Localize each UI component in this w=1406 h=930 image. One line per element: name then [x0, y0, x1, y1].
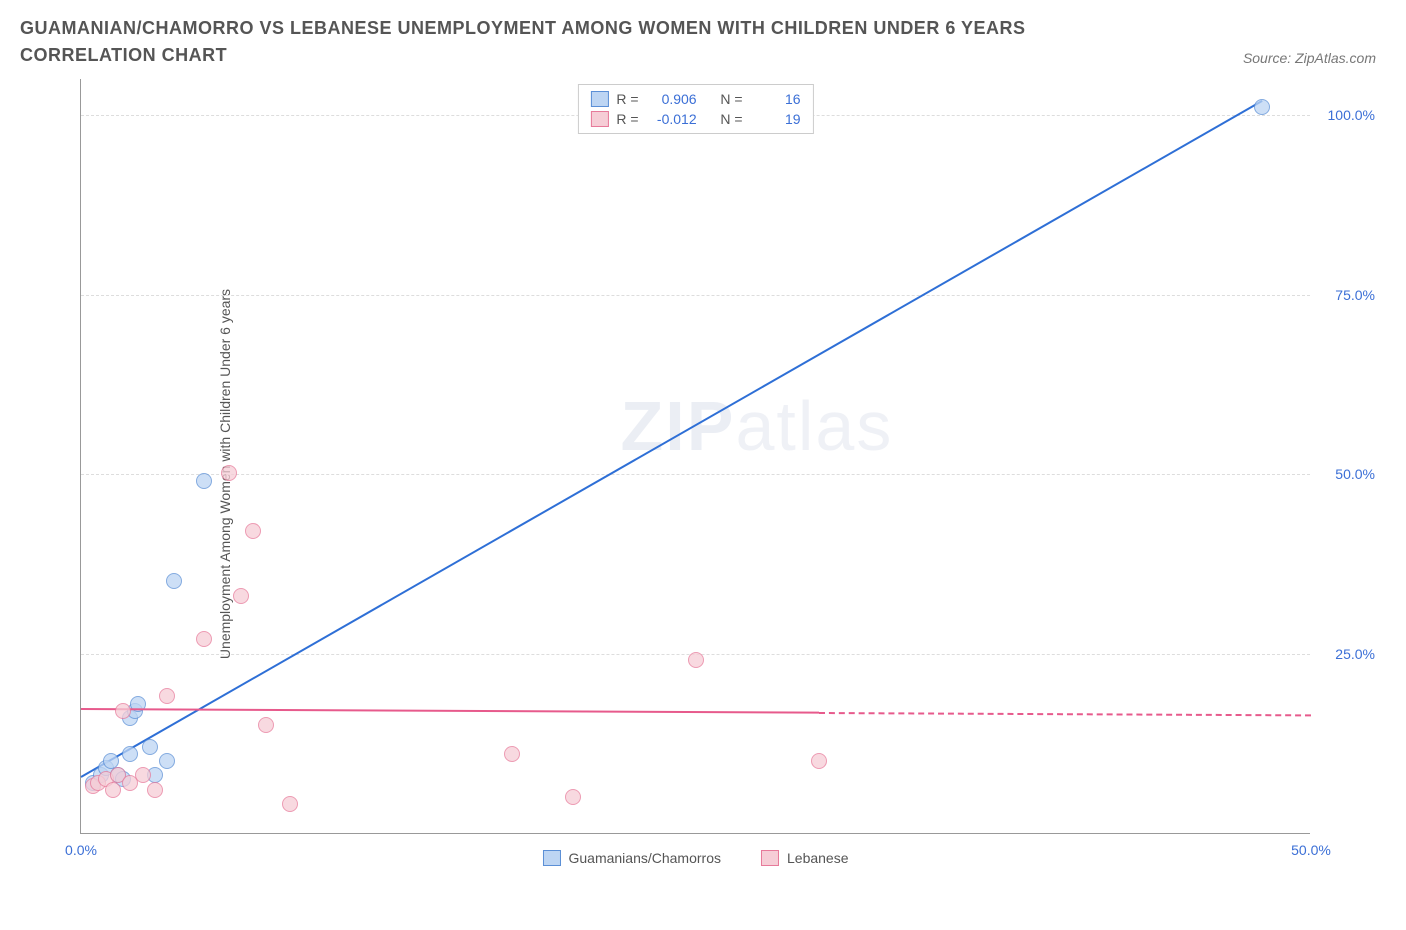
stat-r-label: R = — [616, 91, 638, 107]
data-point — [105, 782, 121, 798]
stat-n-value: 16 — [751, 91, 801, 107]
stats-row: R = -0.012 N = 19 — [590, 109, 800, 129]
data-point — [135, 767, 151, 783]
y-tick-label: 100.0% — [1328, 107, 1375, 123]
gridline — [81, 474, 1310, 475]
chart-title: GUAMANIAN/CHAMORRO VS LEBANESE UNEMPLOYM… — [20, 15, 1120, 69]
data-point — [282, 796, 298, 812]
legend-swatch — [590, 111, 608, 127]
data-point — [688, 652, 704, 668]
legend-swatch — [542, 850, 560, 866]
data-point — [142, 739, 158, 755]
watermark-bold: ZIP — [621, 387, 736, 465]
x-tick-label: 0.0% — [65, 842, 97, 858]
legend-item: Guamanians/Chamorros — [542, 850, 721, 866]
legend-label: Guamanians/Chamorros — [568, 850, 721, 866]
stat-r-value: 0.906 — [647, 91, 697, 107]
legend-swatch — [761, 850, 779, 866]
data-point — [159, 688, 175, 704]
data-point — [258, 717, 274, 733]
legend-label: Lebanese — [787, 850, 849, 866]
y-tick-label: 75.0% — [1335, 287, 1375, 303]
data-point — [565, 789, 581, 805]
stat-n-value: 19 — [751, 111, 801, 127]
plot-area: ZIPatlas R =0.906 N =16R =-0.012 N =19 G… — [80, 79, 1310, 834]
x-tick-label: 50.0% — [1291, 842, 1331, 858]
data-point — [166, 573, 182, 589]
watermark: ZIPatlas — [621, 386, 894, 466]
data-point — [196, 473, 212, 489]
y-tick-label: 50.0% — [1335, 466, 1375, 482]
trend-line-dashed — [819, 712, 1311, 716]
chart-container: Unemployment Among Women with Children U… — [60, 79, 1380, 869]
data-point — [504, 746, 520, 762]
stat-r-label: R = — [616, 111, 638, 127]
stat-n-label: N = — [720, 91, 742, 107]
legend-item: Lebanese — [761, 850, 849, 866]
data-point — [115, 703, 131, 719]
data-point — [1254, 99, 1270, 115]
legend-swatch — [590, 91, 608, 107]
data-point — [245, 523, 261, 539]
stat-n-label: N = — [720, 111, 742, 127]
data-point — [221, 465, 237, 481]
data-point — [233, 588, 249, 604]
data-point — [811, 753, 827, 769]
trend-line — [81, 101, 1263, 779]
stats-row: R = 0.906 N = 16 — [590, 89, 800, 109]
source-attribution: Source: ZipAtlas.com — [1243, 50, 1376, 66]
stats-legend-box: R = 0.906 N = 16 R = -0.012 N = 19 — [577, 84, 813, 134]
y-tick-label: 25.0% — [1335, 646, 1375, 662]
stat-r-value: -0.012 — [647, 111, 697, 127]
data-point — [122, 746, 138, 762]
data-point — [147, 782, 163, 798]
data-point — [159, 753, 175, 769]
bottom-legend: Guamanians/Chamorros Lebanese — [542, 850, 848, 866]
gridline — [81, 295, 1310, 296]
watermark-light: atlas — [735, 387, 893, 465]
data-point — [196, 631, 212, 647]
